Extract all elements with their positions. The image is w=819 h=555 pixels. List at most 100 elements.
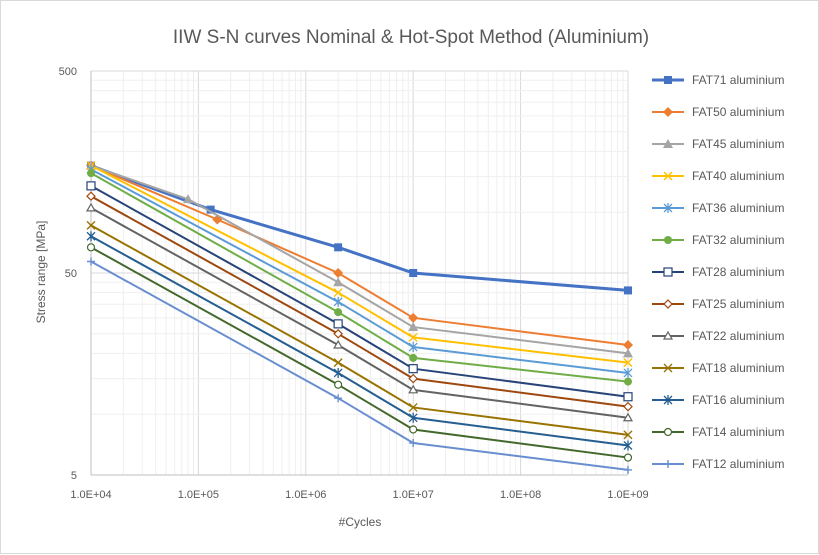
legend: FAT71 aluminium FAT50 aluminium FAT45 alum…: [652, 73, 784, 471]
data-point: [408, 332, 418, 342]
data-point: [623, 430, 633, 440]
data-point: [623, 348, 633, 358]
y-tick-label: 500: [59, 66, 77, 78]
data-point: [408, 373, 419, 384]
data-point: [409, 269, 418, 277]
data-point: [409, 353, 418, 362]
data-point: [86, 231, 96, 242]
data-point: [334, 243, 343, 252]
data-point: [333, 328, 343, 339]
data-point: [624, 465, 632, 474]
series-line: [90, 172, 629, 383]
series-line: [90, 164, 629, 292]
data-point: [408, 322, 419, 332]
legend-item: FAT28 aluminium: [652, 265, 784, 279]
axes: 1.0E+04 1.0E+05 1.0E+06 1.0E+07 1.0E+08 1.0E+…: [59, 66, 649, 501]
legend-item: FAT14 aluminium: [652, 425, 784, 439]
gridlines: [90, 70, 629, 476]
series-fat18-aluminium: [86, 220, 633, 440]
data-point: [623, 340, 633, 351]
series-line: [90, 184, 629, 398]
legend-label: FAT28 aluminium: [692, 265, 784, 279]
series-fat71-aluminium: [87, 161, 632, 295]
data-point: [409, 439, 418, 448]
data-point: [408, 384, 419, 394]
legend-label: FAT40 aluminium: [692, 169, 784, 183]
series-fat16-aluminium: [86, 231, 633, 451]
legend-label: FAT45 aluminium: [692, 137, 784, 151]
legend-item: FAT45 aluminium: [652, 137, 784, 151]
legend-item: FAT25 aluminium: [652, 297, 784, 311]
series-line: [90, 224, 629, 436]
legend-marker: [663, 203, 673, 213]
data-point: [624, 286, 632, 295]
legend-marker: [663, 427, 673, 437]
data-point: [333, 277, 344, 287]
legend-marker: [663, 363, 673, 373]
series-fat32-aluminium: [87, 169, 632, 386]
legend-marker: [663, 267, 673, 277]
legend-marker: [663, 139, 673, 148]
y-tick-label: 50: [65, 268, 77, 280]
data-point: [87, 169, 95, 178]
y-tick-label: 5: [71, 470, 77, 482]
data-point: [86, 220, 96, 230]
legend-item: FAT50 aluminium: [652, 105, 784, 119]
legend-item: FAT12 aluminium: [652, 457, 784, 471]
data-point: [85, 202, 97, 212]
legend-item: FAT18 aluminium: [652, 361, 784, 375]
data-point: [86, 243, 96, 252]
x-tick-label: 1.0E+06: [285, 489, 326, 501]
legend-marker: [662, 330, 674, 340]
legend-label: FAT71 aluminium: [692, 73, 784, 87]
series-line: [90, 164, 629, 364]
data-point: [334, 394, 343, 403]
data-point: [333, 358, 343, 368]
series-fat12-aluminium: [87, 257, 632, 474]
data-point: [333, 319, 343, 329]
data-point: [334, 308, 343, 317]
legend-label: FAT50 aluminium: [692, 105, 784, 119]
legend-marker: [663, 299, 673, 309]
legend-marker: [663, 395, 673, 405]
data-point: [86, 181, 96, 191]
series-fat25-aluminium: [86, 191, 633, 412]
series-line: [90, 168, 629, 374]
data-point: [408, 364, 418, 374]
legend-item: FAT40 aluminium: [652, 169, 784, 183]
series-fat28-aluminium: [86, 181, 633, 402]
series-line: [90, 246, 629, 459]
legend-label: FAT18 aluminium: [692, 361, 784, 375]
legend-marker: [664, 460, 672, 468]
series-line: [90, 235, 629, 447]
legend-label: FAT25 aluminium: [692, 297, 784, 311]
data-point: [623, 392, 633, 402]
legend-marker: [663, 107, 673, 117]
data-point: [333, 367, 343, 378]
x-tick-label: 1.0E+05: [178, 489, 219, 501]
legend-label: FAT22 aluminium: [692, 329, 784, 343]
x-tick-label: 1.0E+09: [607, 489, 648, 501]
data-point: [623, 358, 633, 368]
data-point: [408, 312, 419, 323]
data-point: [623, 453, 633, 462]
data-point: [622, 412, 634, 422]
legend-item: FAT22 aluminium: [652, 329, 784, 343]
data-point: [333, 339, 344, 349]
legend-item: FAT16 aluminium: [652, 393, 784, 407]
data-point: [409, 425, 418, 434]
series-group: [85, 160, 634, 474]
x-axis-title: #Cycles: [339, 515, 382, 529]
legend-label: FAT32 aluminium: [692, 233, 784, 247]
x-tick-label: 1.0E+08: [500, 489, 541, 501]
legend-label: FAT36 aluminium: [692, 201, 784, 215]
series-line: [90, 207, 629, 419]
data-point: [87, 257, 95, 266]
legend-label: FAT12 aluminium: [692, 457, 784, 471]
legend-label: FAT14 aluminium: [692, 425, 784, 439]
legend-item: FAT36 aluminium: [652, 201, 784, 215]
legend-label: FAT16 aluminium: [692, 393, 784, 407]
data-point: [86, 191, 96, 202]
